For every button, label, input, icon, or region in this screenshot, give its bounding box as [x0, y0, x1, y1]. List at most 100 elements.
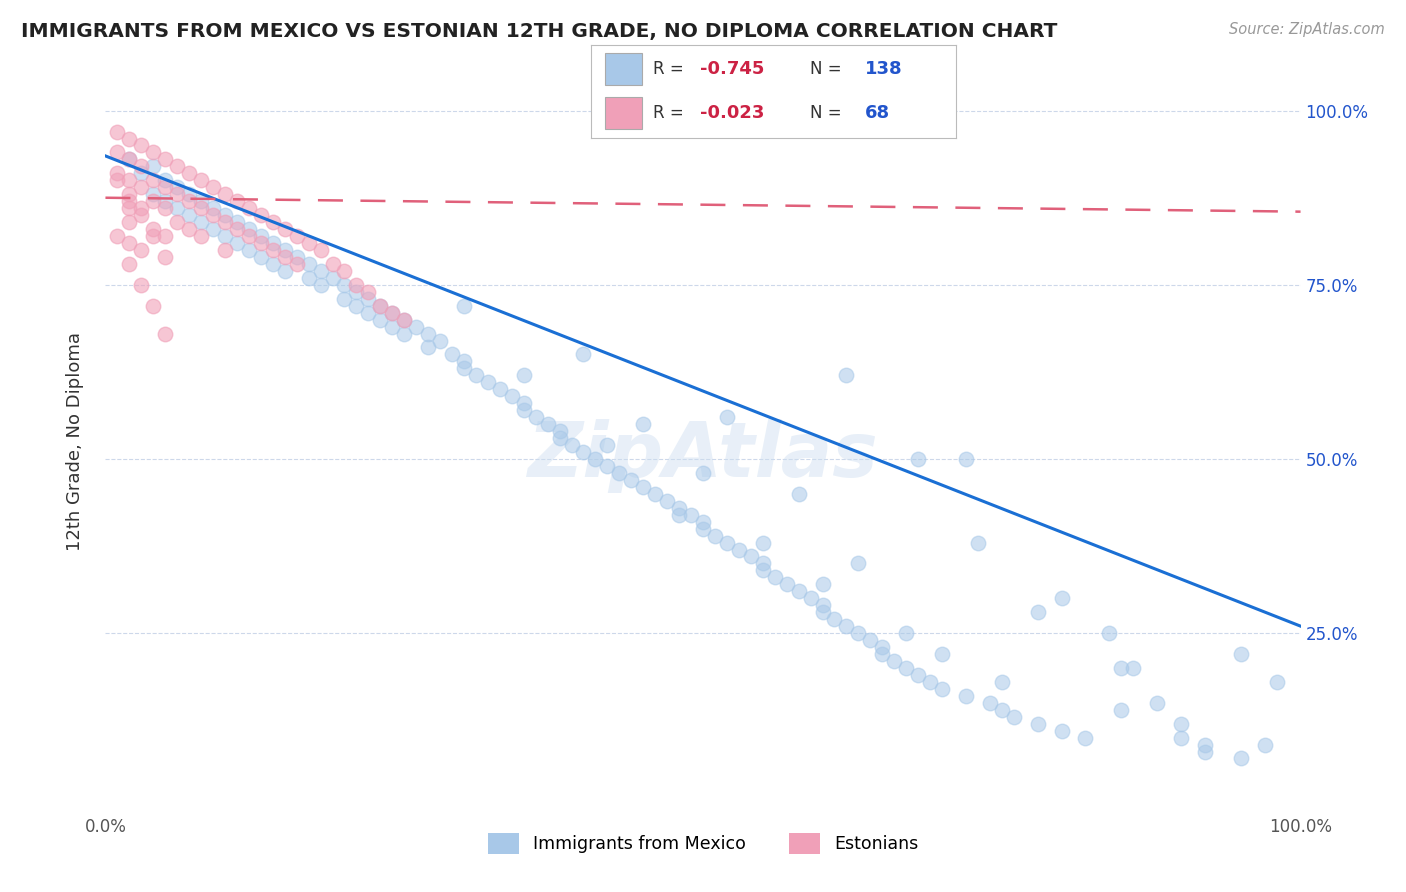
Point [655, 493, 678, 508]
Point [633, 417, 655, 431]
Point [907, 452, 929, 467]
Text: 68: 68 [865, 104, 890, 122]
Point [177, 187, 201, 202]
Point [238, 201, 260, 215]
Point [273, 243, 295, 257]
Point [333, 292, 356, 306]
Point [285, 257, 308, 271]
Point [118, 194, 141, 209]
Point [429, 334, 451, 348]
Point [166, 187, 188, 202]
Point [896, 626, 918, 640]
Point [309, 243, 332, 257]
Point [1146, 696, 1168, 710]
Point [250, 235, 273, 250]
Point [1050, 591, 1073, 606]
Point [309, 277, 332, 292]
Text: IMMIGRANTS FROM MEXICO VS ESTONIAN 12TH GRADE, NO DIPLOMA CORRELATION CHART: IMMIGRANTS FROM MEXICO VS ESTONIAN 12TH … [21, 22, 1057, 41]
Point [190, 229, 212, 244]
Point [1026, 605, 1049, 619]
Point [1074, 731, 1097, 745]
Point [440, 347, 463, 361]
Point [309, 264, 332, 278]
Point [214, 229, 236, 244]
Point [118, 153, 141, 167]
Point [955, 452, 977, 467]
Point [142, 187, 165, 202]
Point [298, 270, 321, 285]
Point [931, 681, 953, 696]
Point [381, 306, 404, 320]
Point [1050, 723, 1073, 738]
Point [1098, 626, 1121, 640]
Point [153, 201, 177, 215]
Point [692, 522, 714, 536]
Point [368, 299, 391, 313]
Point [118, 187, 141, 202]
Point [202, 222, 225, 236]
Point [763, 570, 786, 584]
Text: N =: N = [810, 104, 846, 122]
Point [896, 661, 918, 675]
Point [225, 235, 249, 250]
Point [250, 229, 273, 244]
Point [262, 215, 284, 229]
Point [692, 466, 714, 480]
Point [214, 208, 236, 222]
Point [129, 201, 153, 215]
Point [405, 319, 427, 334]
Point [846, 557, 869, 571]
Point [202, 201, 225, 215]
Point [142, 160, 165, 174]
Point [153, 173, 177, 187]
Point [633, 480, 655, 494]
Point [166, 201, 188, 215]
Point [453, 354, 475, 368]
Point [668, 500, 690, 515]
Point [118, 153, 141, 167]
Point [142, 222, 165, 236]
Point [238, 243, 260, 257]
Point [357, 306, 380, 320]
Y-axis label: 12th Grade, No Diploma: 12th Grade, No Diploma [66, 332, 84, 551]
Point [524, 410, 547, 425]
Point [107, 124, 129, 138]
Point [368, 299, 391, 313]
Point [740, 549, 762, 564]
Point [118, 173, 141, 187]
Point [1026, 716, 1049, 731]
Point [177, 222, 201, 236]
Point [321, 270, 344, 285]
Point [967, 535, 990, 549]
Point [273, 264, 295, 278]
Point [668, 508, 690, 522]
Point [572, 445, 595, 459]
Point [392, 326, 416, 341]
Point [285, 250, 308, 264]
Point [225, 215, 249, 229]
Point [548, 424, 571, 438]
Point [190, 201, 212, 215]
Point [298, 257, 321, 271]
Text: Source: ZipAtlas.com: Source: ZipAtlas.com [1229, 22, 1385, 37]
Point [333, 264, 356, 278]
Point [250, 208, 273, 222]
Point [1170, 731, 1192, 745]
Point [321, 257, 344, 271]
Point [728, 542, 751, 557]
Point [620, 473, 643, 487]
Point [225, 194, 249, 209]
Point [1170, 716, 1192, 731]
Point [607, 466, 630, 480]
Point [1111, 661, 1133, 675]
Point [368, 312, 391, 326]
Point [346, 277, 368, 292]
Point [776, 577, 799, 591]
Point [596, 458, 619, 473]
Point [177, 194, 201, 209]
Point [418, 341, 440, 355]
Point [477, 376, 499, 390]
Text: R =: R = [652, 60, 689, 78]
Point [346, 299, 368, 313]
Point [214, 187, 236, 202]
